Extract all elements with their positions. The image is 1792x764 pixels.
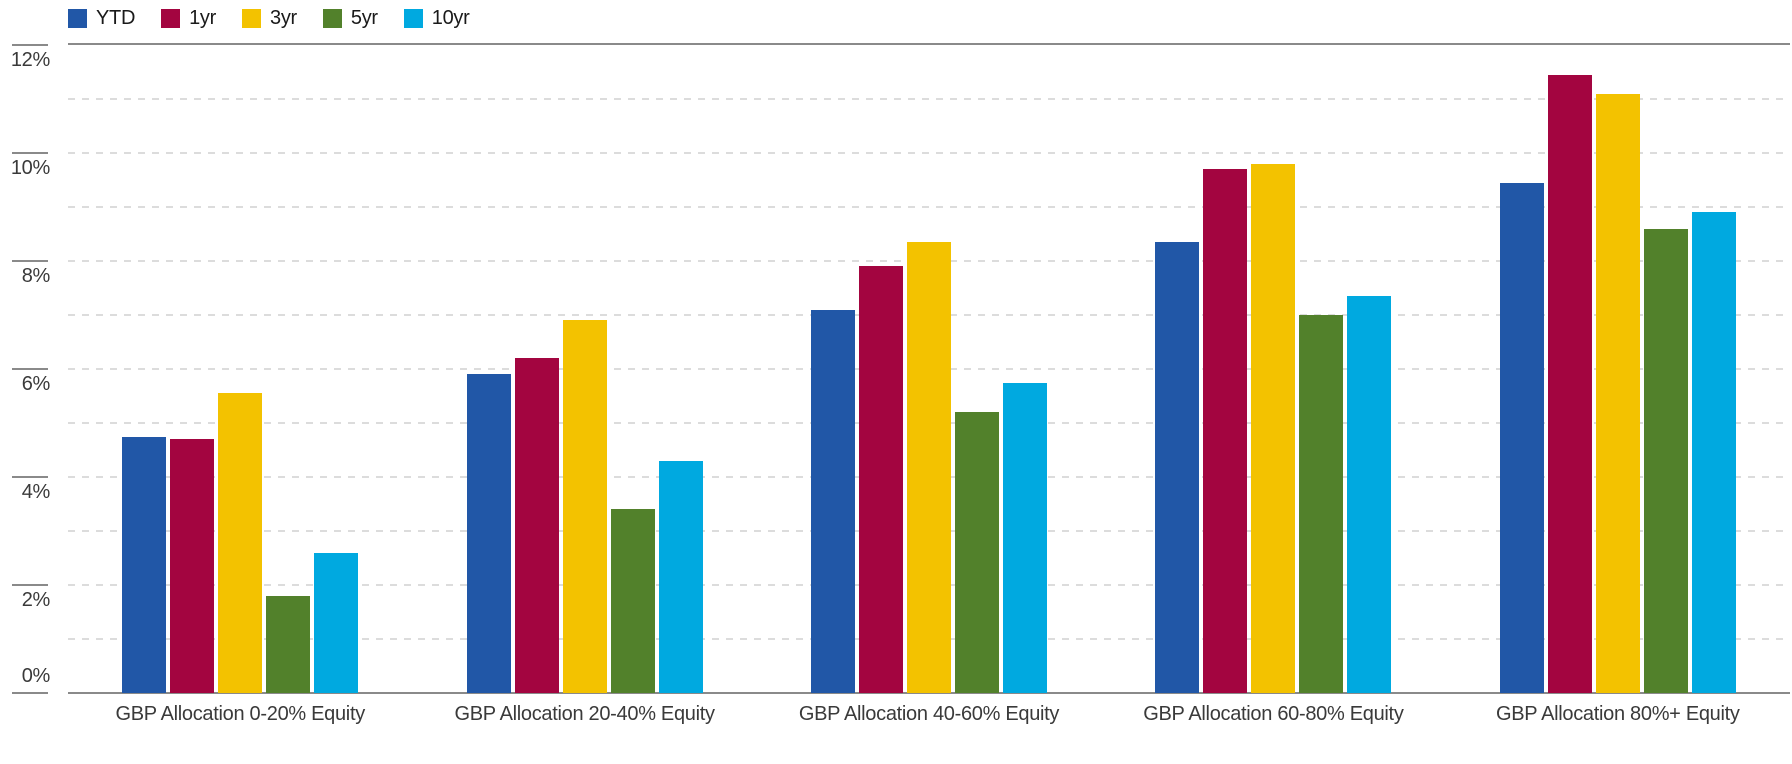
bar-1yr-category-3 bbox=[859, 266, 903, 693]
legend-label-5yr: 5yr bbox=[350, 7, 378, 29]
gridline-9pct bbox=[68, 206, 1790, 208]
category-label-1: GBP Allocation 0-20% Equity bbox=[115, 703, 365, 725]
bar-YTD-category-3 bbox=[811, 309, 855, 693]
legend-item-3yr: 3yr bbox=[242, 7, 297, 30]
bar-5yr-category-3 bbox=[955, 412, 999, 693]
gridline-10pct bbox=[68, 152, 1790, 154]
bar-3yr-category-3 bbox=[907, 242, 951, 693]
y-tick-6pct bbox=[12, 368, 48, 370]
category-label-3: GBP Allocation 40-60% Equity bbox=[798, 703, 1060, 725]
bar-YTD-category-2 bbox=[466, 374, 511, 693]
y-tick-4pct bbox=[12, 476, 48, 478]
bar-3yr-category-4 bbox=[1251, 163, 1296, 693]
x-axis-line bbox=[68, 692, 1790, 694]
legend-swatch-1yr-icon bbox=[161, 9, 181, 28]
legend-label-10yr: 10yr bbox=[431, 7, 470, 29]
legend-swatch-5yr-icon bbox=[322, 9, 342, 28]
category-label-2: GBP Allocation 20-40% Equity bbox=[454, 703, 715, 725]
bar-10yr-category-5 bbox=[1691, 212, 1736, 693]
bar-3yr-category-1 bbox=[218, 393, 263, 693]
legend-label-1yr: 1yr bbox=[189, 7, 216, 29]
bar-5yr-category-1 bbox=[266, 595, 311, 693]
y-axis-tick-label-6pct: 6% bbox=[21, 373, 51, 395]
category-label-4: GBP Allocation 60-80% Equity bbox=[1143, 703, 1404, 725]
plot-top-border bbox=[68, 43, 1790, 45]
y-axis-tick-label-10pct: 10% bbox=[10, 157, 50, 179]
bar-10yr-category-1 bbox=[314, 552, 359, 693]
y-axis-tick-label-8pct: 8% bbox=[21, 265, 51, 287]
y-axis-tick-label-12pct: 12% bbox=[10, 49, 50, 71]
bar-5yr-category-5 bbox=[1643, 228, 1688, 693]
legend-item-1yr: 1yr bbox=[161, 7, 216, 30]
bar-5yr-category-2 bbox=[610, 509, 655, 693]
bar-1yr-category-5 bbox=[1547, 74, 1592, 693]
legend-swatch-10yr-icon bbox=[403, 9, 423, 28]
bar-YTD-category-4 bbox=[1155, 242, 1200, 693]
y-tick-0pct bbox=[12, 692, 48, 694]
bar-YTD-category-1 bbox=[122, 436, 167, 693]
gridline-11pct bbox=[68, 98, 1790, 100]
legend-label-3yr: 3yr bbox=[270, 7, 297, 29]
bar-1yr-category-4 bbox=[1203, 169, 1248, 693]
legend-swatch-3yr-icon bbox=[242, 9, 261, 28]
legend-item-10yr: 10yr bbox=[403, 7, 470, 30]
legend-item-5yr: 5yr bbox=[322, 7, 378, 30]
bar-1yr-category-2 bbox=[514, 358, 559, 693]
y-axis-tick-label-0pct: 0% bbox=[21, 665, 51, 687]
y-axis-tick-label-4pct: 4% bbox=[21, 481, 51, 503]
y-axis-tick-label-2pct: 2% bbox=[21, 589, 51, 611]
y-tick-10pct bbox=[12, 152, 48, 154]
legend: YTD 1yr 3yr 5yr 10yr bbox=[68, 7, 470, 30]
bar-10yr-category-2 bbox=[658, 460, 703, 693]
legend-label-YTD: YTD bbox=[96, 7, 136, 29]
bar-10yr-category-3 bbox=[1003, 382, 1047, 693]
bar-5yr-category-4 bbox=[1299, 315, 1344, 693]
y-tick-8pct bbox=[12, 260, 48, 262]
legend-item-YTD: YTD bbox=[68, 7, 135, 30]
bar-YTD-category-5 bbox=[1499, 182, 1544, 693]
bar-1yr-category-1 bbox=[170, 439, 215, 693]
y-tick-12pct bbox=[12, 44, 48, 46]
category-label-5: GBP Allocation 80%+ Equity bbox=[1495, 703, 1740, 725]
legend-swatch-YTD-icon bbox=[68, 9, 87, 28]
bar-10yr-category-4 bbox=[1347, 296, 1392, 693]
bar-3yr-category-2 bbox=[562, 320, 607, 693]
bar-3yr-category-5 bbox=[1595, 93, 1640, 693]
y-tick-2pct bbox=[12, 584, 48, 586]
